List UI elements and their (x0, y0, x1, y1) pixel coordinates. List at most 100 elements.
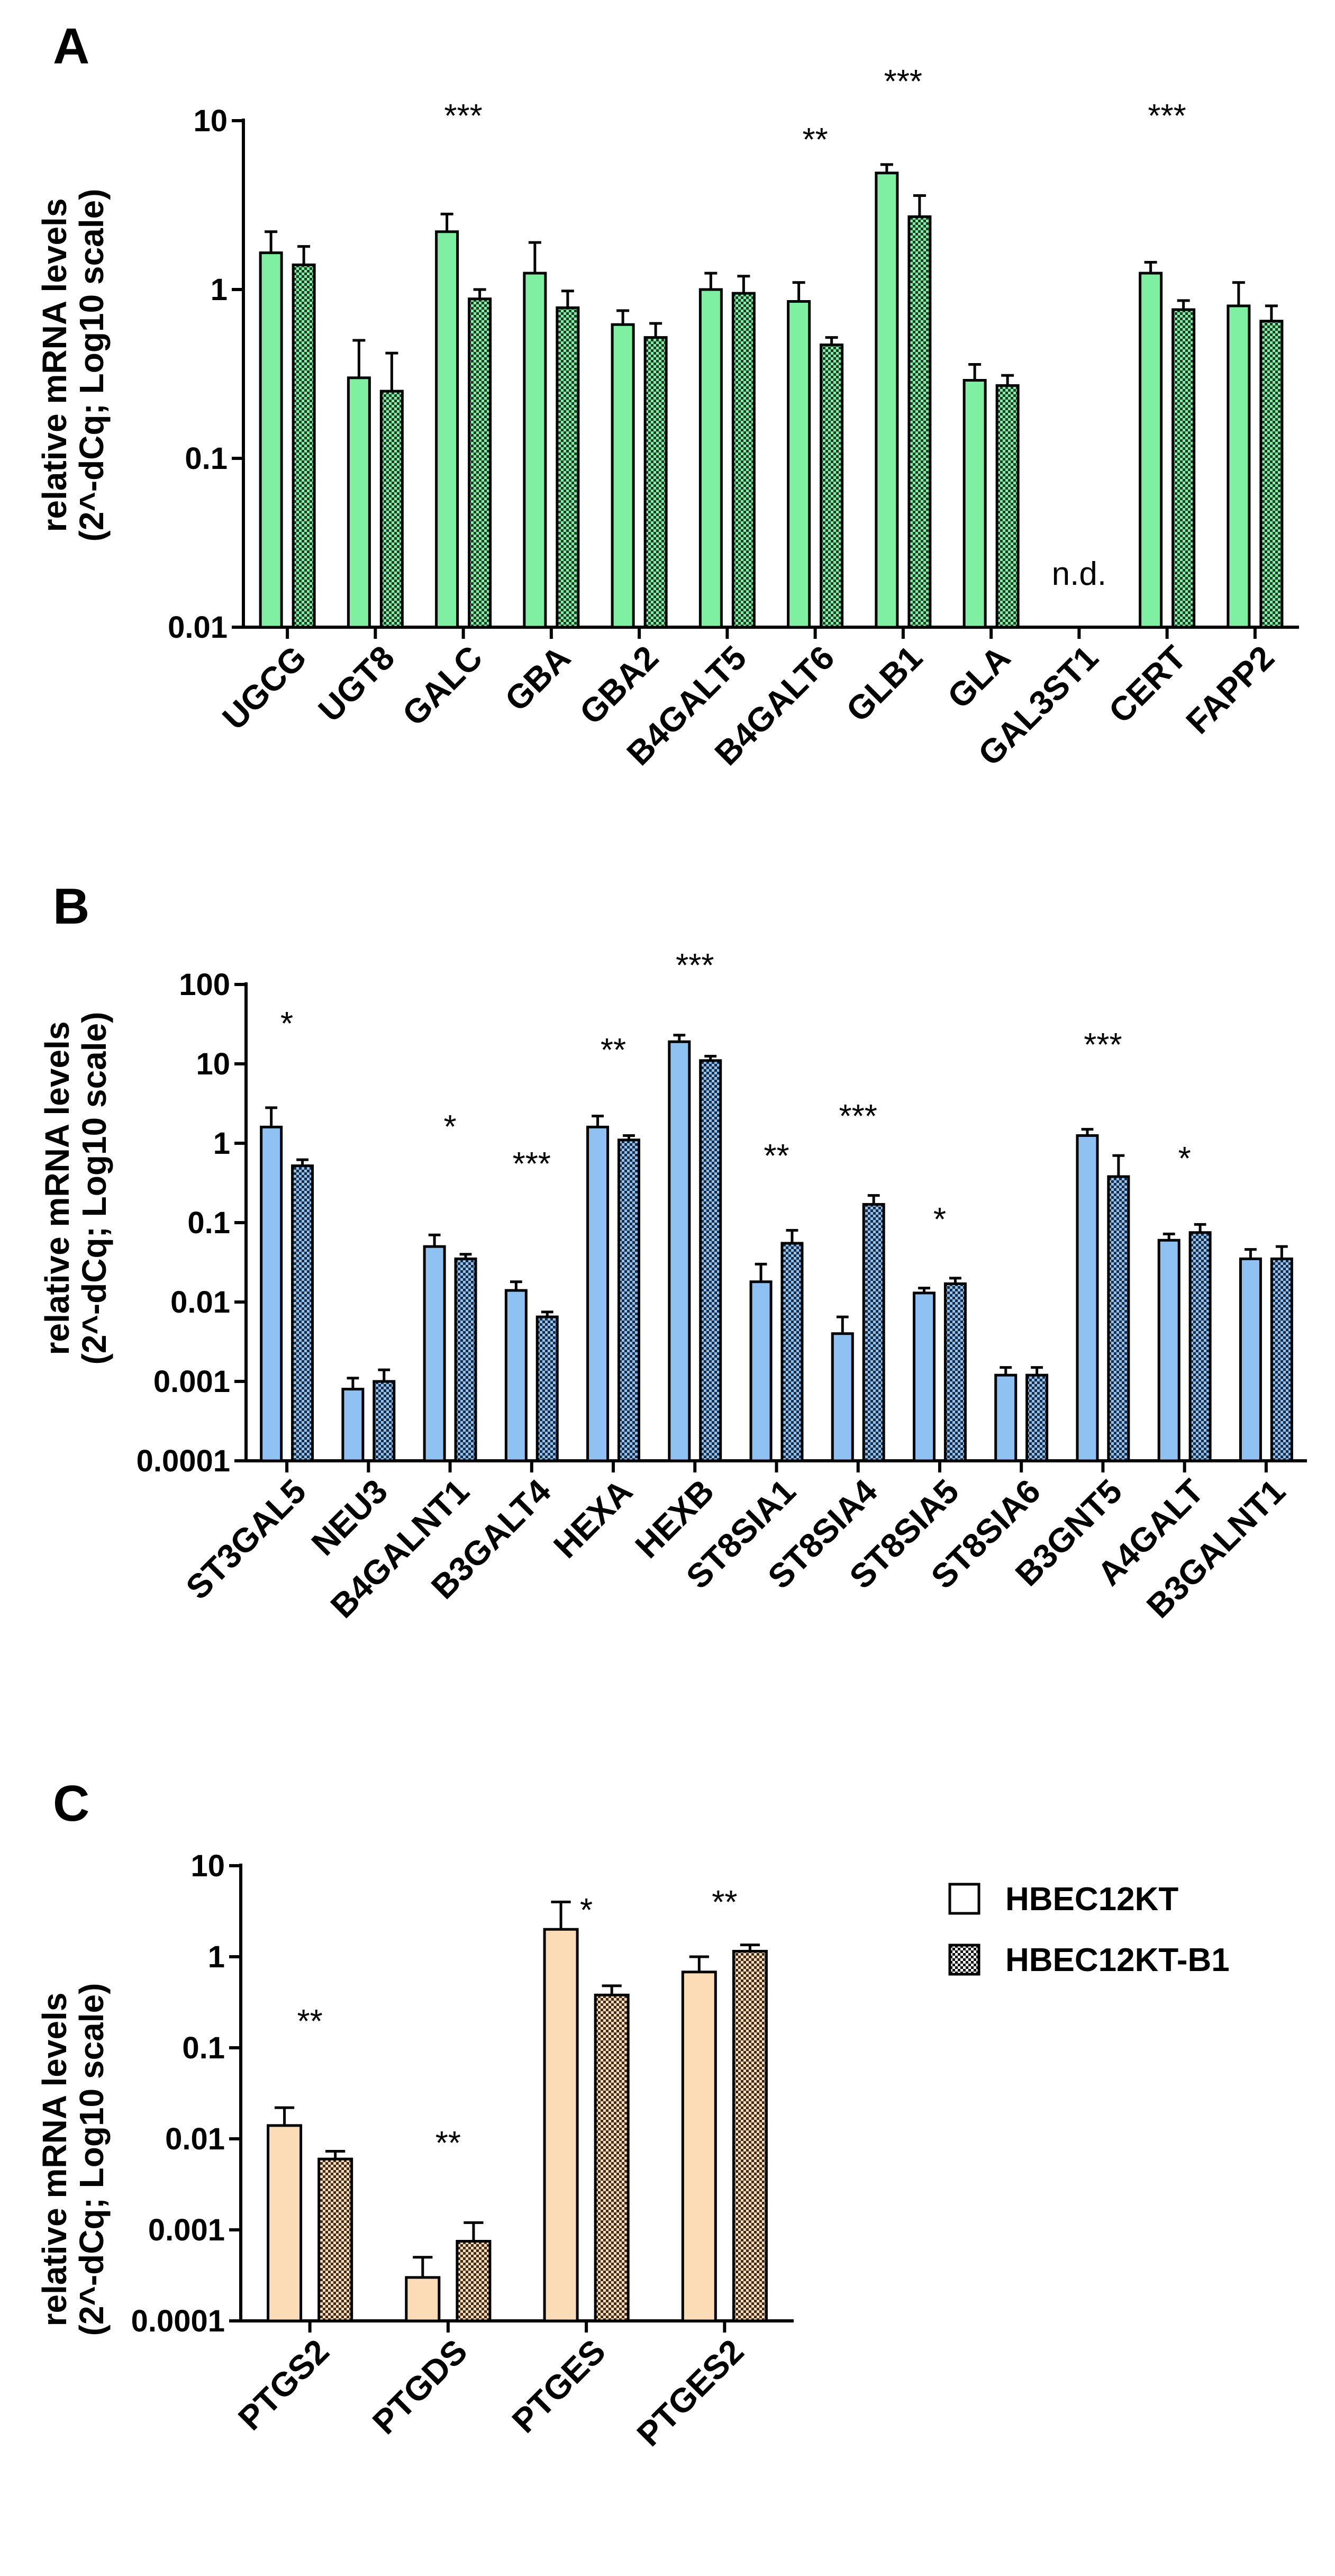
panel-b-bar-hbec12kt-b1 (291, 1164, 314, 1462)
panel-a-bar-hbec12kt-b1 (468, 297, 492, 629)
panel-a-bar-hbec12kt-b1 (820, 344, 844, 629)
panel-b-ytick-label: 0.1 (187, 1206, 230, 1240)
panel-b-bar-hbec12kt-b1 (617, 1138, 640, 1462)
panel-a-ylabel-line2: (2^-dCq; Log10 scale) (72, 189, 111, 542)
panel-b-ytick-label: 0.001 (153, 1364, 230, 1399)
panel-b-bar-hbec12kt (749, 1280, 773, 1462)
panel-b-bar-hbec12kt-b1 (535, 1315, 559, 1462)
panel-b-bar-hbec12kt (341, 1388, 365, 1462)
panel-c-bar-hbec12kt (405, 2276, 441, 2322)
panel-c-category-label: PTGDS (365, 2332, 475, 2442)
panel-c-bar-hbec12kt-b1 (317, 2157, 353, 2322)
panel-b-bar-hbec12kt-b1 (1270, 1257, 1293, 1462)
panel-c-ylabel-line2: (2^-dCq; Log10 scale) (72, 1983, 111, 2336)
panel-b-bar-hbec12kt-b1 (454, 1257, 477, 1462)
panel-c-ytick-label: 10 (190, 1849, 225, 1883)
panel-b-significance: ** (601, 1032, 626, 1069)
panel-a-ytick-label: 10 (193, 104, 228, 138)
legend: HBEC12KT HBEC12KT-B1 (948, 1881, 1230, 1978)
panel-b-bar-hbec12kt-b1 (1025, 1373, 1049, 1462)
panel-c-bar-hbec12kt-b1 (594, 1993, 630, 2322)
panel-c-significance: ** (297, 2003, 322, 2040)
panel-a-bar-hbec12kt (962, 378, 987, 629)
panel-b-ytick-label: 10 (196, 1047, 230, 1081)
panel-a-bar-hbec12kt (611, 323, 635, 629)
panel-c-bar-hbec12kt-b1 (456, 2239, 492, 2322)
panel-b-bar-hbec12kt-b1 (943, 1282, 967, 1462)
panel-a-bar-hbec12kt (523, 272, 547, 629)
panel-a-bar-hbec12kt-b1 (379, 390, 404, 629)
panel-b-ytick-label: 1 (213, 1126, 230, 1161)
panel-c-ytick-label: 0.01 (165, 2122, 225, 2156)
panel-b-category-label: ST3GAL5 (178, 1472, 313, 1607)
panel-a-bar-hbec12kt (347, 376, 371, 629)
panel-a-bar-hbec12kt (435, 230, 459, 629)
panel-a-category-label: GLA (940, 638, 1018, 716)
panel-c-chart: C relative mRNA levels (2^-dCq; Log10 sc… (35, 1775, 794, 2453)
panel-a-category-label: GBA (497, 638, 577, 718)
panel-b-ytick-label: 100 (179, 968, 230, 1002)
panel-b-significance: *** (839, 1098, 877, 1135)
panel-a-bar-hbec12kt-b1 (1259, 320, 1284, 629)
legend-swatch-checkered (948, 1944, 980, 1976)
panel-c-category-label: PTGES (505, 2332, 613, 2440)
panel-letter-b: B (53, 878, 89, 935)
panel-a-bar-hbec12kt-b1 (731, 292, 756, 629)
panel-c-significance: * (580, 1892, 593, 1929)
panel-b-bar-hbec12kt-b1 (780, 1242, 804, 1462)
legend-label-hbec12kt-b1: HBEC12KT-B1 (1005, 1942, 1230, 1978)
panel-a-bar-hbec12kt-b1 (643, 336, 668, 629)
panel-b-significance: *** (676, 947, 714, 984)
panel-c-significance: ** (435, 2125, 461, 2162)
panel-a-ytick-label: 0.01 (168, 610, 228, 645)
panel-a-ytick-label: 0.1 (185, 441, 228, 476)
panel-a-bar-hbec12kt-b1 (907, 215, 932, 629)
panel-c-ytick-label: 0.1 (182, 2031, 225, 2065)
panel-a-bar-hbec12kt (698, 288, 723, 629)
panel-a-bar-hbec12kt (1139, 272, 1163, 629)
panel-c-category-label: PTGES2 (630, 2332, 751, 2453)
panel-a-category-label: CERT (1101, 638, 1193, 730)
panel-b-bar-hbec12kt (586, 1125, 610, 1462)
panel-b-bar-hbec12kt-b1 (862, 1203, 885, 1462)
panel-b-significance: * (1178, 1141, 1191, 1177)
panel-c-bar-hbec12kt (681, 1971, 717, 2322)
panel-a-bar-hbec12kt-b1 (995, 384, 1020, 629)
panel-a-significance: *** (1148, 98, 1186, 134)
panel-c-ytick-label: 1 (208, 1940, 225, 1974)
panel-c-bar-hbec12kt-b1 (732, 1950, 768, 2322)
panel-a-bar-hbec12kt-b1 (556, 306, 580, 629)
panel-a-category-label: FAPP2 (1178, 638, 1281, 741)
panel-c-significance: ** (712, 1884, 737, 1921)
panel-a-bar-hbec12kt-b1 (1171, 308, 1196, 629)
panel-a-bar-hbec12kt (259, 251, 283, 629)
panel-a-category-label: GALC (395, 638, 489, 733)
panel-b-bar-hbec12kt (1157, 1239, 1180, 1462)
panel-a-ytick-label: 1 (211, 273, 228, 307)
panel-b-significance: * (280, 1006, 293, 1042)
panel-c-ylabel-line1: relative mRNA levels (35, 1993, 74, 2327)
panel-b-bar-hbec12kt-b1 (1188, 1231, 1212, 1462)
panel-c-bar-hbec12kt (267, 2124, 303, 2322)
panel-c-ytick-label: 0.001 (148, 2213, 225, 2247)
panel-a-ylabel-line1: relative mRNA levels (35, 198, 74, 532)
panel-a-category-label: UGT8 (311, 638, 402, 729)
panel-b-bar-hbec12kt (994, 1373, 1018, 1462)
panel-b-bar-hbec12kt (668, 1040, 691, 1462)
panel-a-bar-hbec12kt (875, 171, 899, 629)
panel-letter-a: A (53, 18, 89, 75)
panel-b-bar-hbec12kt-b1 (373, 1380, 396, 1462)
panel-b-ylabel-line2: (2^-dCq; Log10 scale) (75, 1012, 113, 1365)
panel-b-bar-hbec12kt (504, 1289, 528, 1462)
panel-a-bar-hbec12kt-b1 (292, 263, 316, 629)
panel-b-bar-hbec12kt (1239, 1257, 1262, 1462)
panel-b-bar-hbec12kt (913, 1291, 936, 1462)
panel-a-significance: *** (444, 98, 482, 134)
panel-b-bar-hbec12kt-b1 (699, 1059, 722, 1462)
panel-b-bar-hbec12kt (1076, 1134, 1099, 1462)
panel-a-bar-hbec12kt (1227, 304, 1251, 629)
panel-b-significance: ** (764, 1138, 789, 1174)
panel-b-significance: *** (1084, 1027, 1122, 1063)
panel-a-category-label: UGCG (215, 638, 314, 737)
panel-b-significance: * (444, 1109, 457, 1145)
